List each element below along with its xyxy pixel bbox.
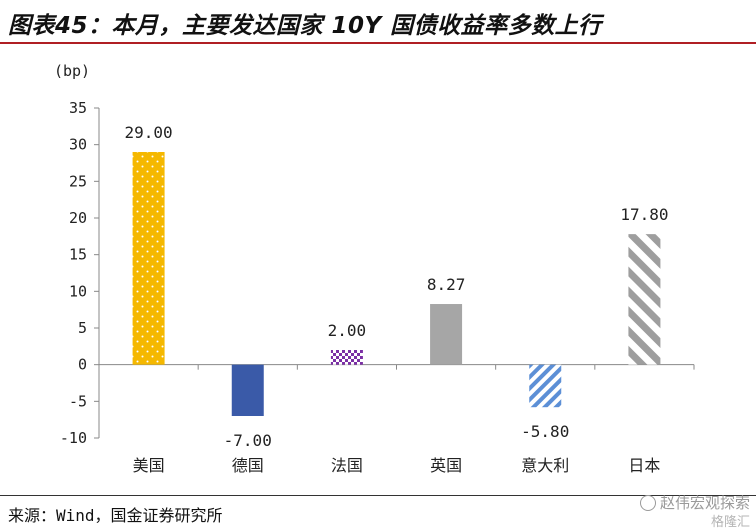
data-label: 17.80 — [620, 205, 668, 224]
y-tick-label: 30 — [69, 136, 87, 154]
data-label: 2.00 — [328, 321, 367, 340]
y-tick-label: 20 — [69, 209, 87, 227]
bars — [132, 152, 661, 416]
data-labels: 29.00 -7.00 2.00 8.27 -5.80 17.80 — [124, 123, 668, 450]
y-tick-label: 15 — [69, 246, 87, 264]
category-label: 日本 — [628, 456, 660, 475]
watermark-sub: 格隆汇 — [710, 515, 750, 530]
y-tick-label: 35 — [69, 99, 87, 117]
wechat-icon — [639, 495, 656, 511]
category-label: 法国 — [331, 456, 363, 475]
watermark-text: 赵伟宏观探索 — [659, 494, 750, 512]
bar — [529, 364, 562, 408]
y-tick-label: 5 — [78, 319, 87, 337]
y-unit-label: (bp) — [54, 62, 90, 80]
y-axis: 35 30 25 20 15 10 5 0 -5 -10 — [60, 99, 100, 447]
category-label: 英国 — [430, 456, 462, 475]
y-tick-label: -10 — [60, 429, 87, 447]
bar — [430, 304, 463, 365]
bar — [628, 234, 661, 365]
bar-chart: (bp) 35 30 25 20 15 10 5 0 -5 -10 29.00 -7.00 2.00 8… — [54, 62, 695, 475]
category-label: 意大利 — [521, 456, 569, 475]
data-label: 8.27 — [427, 275, 466, 294]
data-label: -7.00 — [224, 431, 272, 450]
x-axis — [98, 364, 695, 370]
y-tick-label: 25 — [69, 172, 87, 190]
data-label: -5.80 — [521, 422, 569, 441]
category-labels: 美国 德国 法国 英国 意大利 日本 — [133, 456, 661, 475]
y-tick-label: 0 — [78, 356, 87, 374]
watermark: 赵伟宏观探索 格隆汇 — [639, 494, 750, 532]
category-label: 德国 — [232, 456, 264, 475]
category-label: 美国 — [133, 456, 165, 475]
bar — [330, 350, 363, 365]
source-rule — [0, 495, 756, 496]
bar — [132, 152, 165, 365]
figure-title: 图表45：本月，主要发达国家 10Y 国债收益率多数上行 — [8, 13, 602, 39]
y-tick-label: -5 — [69, 392, 87, 410]
y-tick-label: 10 — [69, 282, 87, 300]
bar — [231, 364, 264, 416]
title-rule — [0, 42, 756, 44]
data-label: 29.00 — [124, 123, 172, 142]
source-note: 来源：Wind，国金证券研究所 — [8, 506, 223, 525]
